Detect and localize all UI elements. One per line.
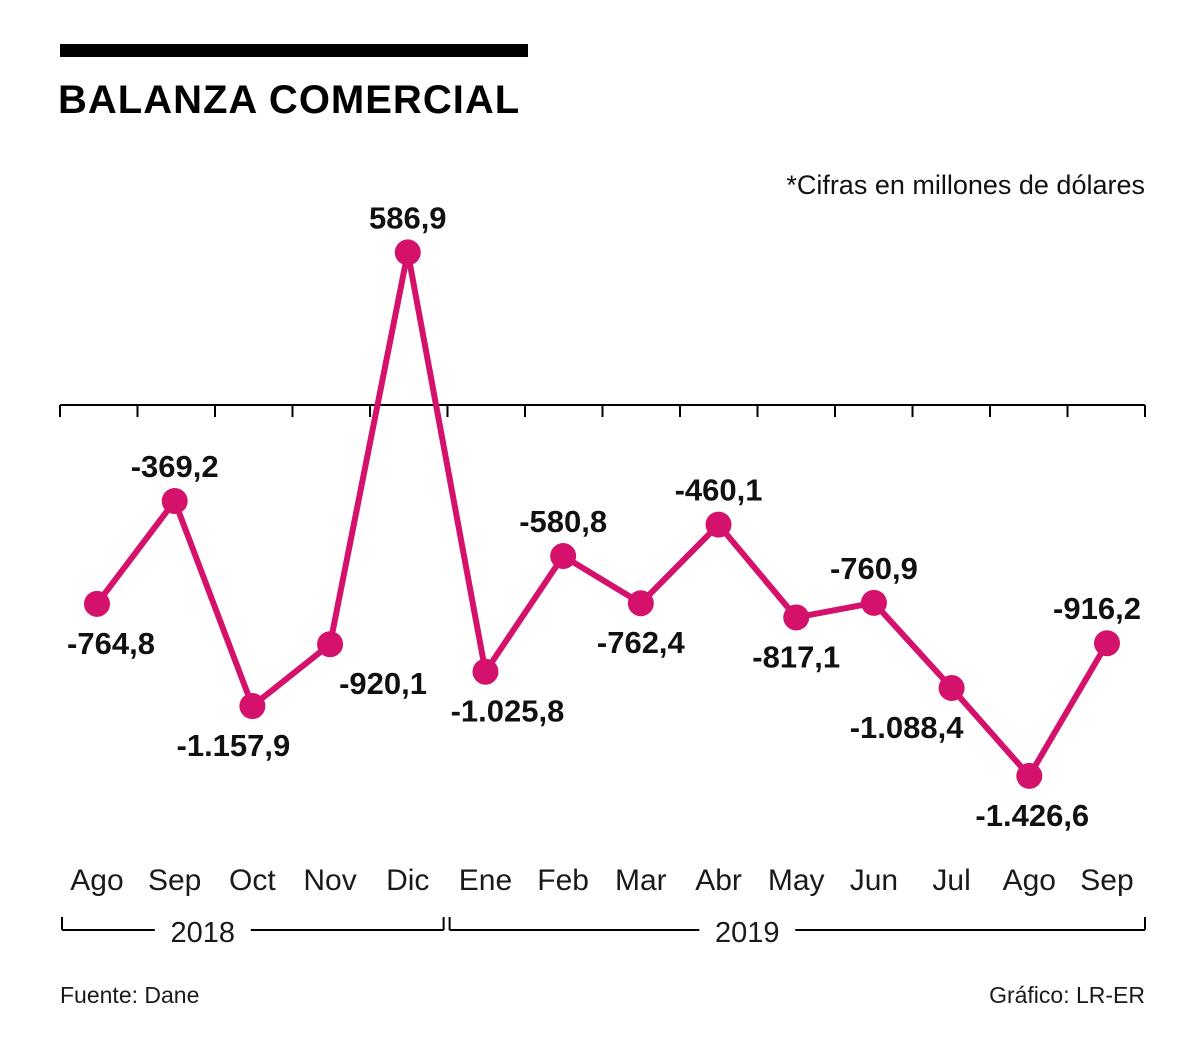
month-label: Abr (695, 864, 742, 897)
chart-title: BALANZA COMERCIAL (58, 78, 521, 122)
month-label: Ago (1003, 864, 1056, 897)
value-label: -1.157,9 (177, 728, 291, 763)
month-label: Sep (148, 864, 201, 897)
month-label: Nov (303, 864, 356, 897)
data-point (705, 511, 732, 538)
value-label: -1.426,6 (975, 798, 1089, 833)
year-label: 2018 (171, 917, 236, 949)
data-point (1094, 630, 1120, 657)
data-point (783, 604, 810, 631)
series-line (94, 249, 1110, 779)
value-label: -762,4 (597, 625, 686, 660)
value-label: -369,2 (131, 449, 219, 484)
value-label: -1.088,4 (850, 710, 965, 745)
month-label: Oct (229, 864, 276, 897)
month-label: Jul (932, 864, 970, 897)
data-point (161, 487, 188, 514)
data-point (627, 590, 654, 617)
value-label: -764,8 (67, 626, 155, 661)
month-label: May (768, 864, 825, 897)
data-point (472, 658, 499, 685)
title-accent-bar (60, 44, 528, 57)
value-label: -460,1 (675, 473, 763, 508)
value-label: -580,8 (519, 504, 607, 539)
data-point (1016, 762, 1043, 789)
month-label: Ago (70, 864, 123, 897)
value-label: 586,9 (369, 200, 447, 235)
month-label: Sep (1080, 864, 1133, 897)
data-point (938, 674, 965, 701)
value-label: -916,2 (1053, 591, 1141, 626)
month-label: Ene (459, 864, 512, 897)
value-label: -1.025,8 (451, 694, 565, 729)
data-point (860, 589, 887, 616)
data-point (84, 590, 110, 617)
units-note: *Cifras en millones de dólares (786, 170, 1145, 200)
month-label: Jun (850, 864, 898, 897)
data-point (317, 631, 344, 658)
year-label: 2019 (715, 917, 780, 949)
month-label: Dic (386, 864, 429, 897)
data-point (394, 239, 421, 266)
value-label: -760,9 (830, 551, 918, 586)
graphic-credit: Gráfico: LR-ER (989, 982, 1145, 1008)
data-point (550, 543, 577, 570)
month-label: Feb (537, 864, 589, 897)
data-point (239, 693, 266, 720)
value-label: -920,1 (339, 666, 427, 701)
month-label: Mar (615, 864, 667, 897)
value-label: -817,1 (752, 639, 840, 674)
source-credit: Fuente: Dane (60, 982, 200, 1008)
